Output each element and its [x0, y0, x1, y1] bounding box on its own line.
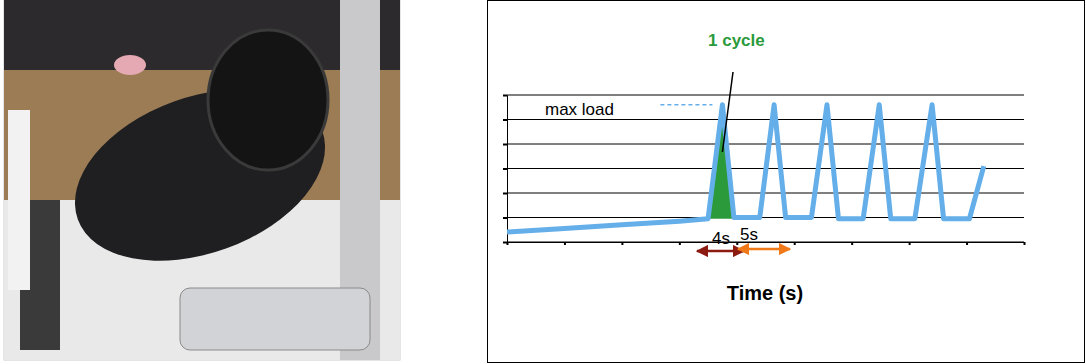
cycle-duration-label: 4s: [712, 229, 730, 248]
x-tick: [794, 242, 795, 245]
x-tick: [622, 242, 623, 245]
x-tick: [1024, 242, 1025, 245]
y-tick: [503, 242, 507, 243]
cycle-pointer: [722, 72, 733, 152]
y-tick: [503, 193, 507, 194]
max-load-label: max load: [545, 100, 614, 119]
x-tick-mark: [564, 242, 566, 245]
mouse-foot: [114, 55, 146, 75]
grid-line: [507, 95, 1024, 96]
x-axis-title: Time (s): [727, 282, 803, 304]
y-tick-mark: [503, 119, 507, 121]
x-tick: [737, 242, 738, 245]
x-tick: [852, 242, 853, 245]
x-axis-line: [508, 243, 1025, 246]
x-tick: [679, 242, 680, 245]
grid-line: [507, 144, 1024, 145]
cylinder: [180, 288, 370, 350]
y-axis: [503, 96, 508, 243]
rest-duration-label: 5s: [740, 225, 758, 244]
x-tick: [967, 242, 968, 245]
y-tick: [503, 120, 507, 121]
plot-area: [507, 105, 984, 232]
strap: [8, 110, 30, 290]
x-tick-mark: [909, 242, 911, 245]
y-tick: [503, 169, 507, 170]
chart-frame: [488, 1, 1085, 363]
tube: [208, 30, 328, 170]
grid-line: [507, 193, 1024, 194]
y-tick-mark: [503, 95, 507, 97]
x-tick: [909, 242, 910, 245]
annotations: max load 1 cycle 4s 5s: [545, 31, 790, 251]
y-tick-mark: [503, 242, 507, 244]
y-axis-line: [503, 96, 508, 243]
grid: [507, 95, 1024, 242]
y-tick-mark: [503, 193, 507, 195]
y-tick: [503, 144, 507, 145]
photo: [4, 0, 400, 360]
y-tick: [503, 218, 507, 219]
y-tick-mark: [503, 168, 507, 170]
x-tick: [507, 242, 508, 245]
cycle-duration-arrow: [697, 250, 744, 253]
x-tick-mark: [1024, 242, 1026, 245]
y-tick-mark: [503, 144, 507, 146]
x-tick-mark: [679, 242, 681, 245]
x-tick-mark: [794, 242, 796, 245]
y-tick: [503, 95, 507, 96]
x-tick-mark: [507, 242, 509, 245]
max-load-line: [660, 104, 712, 106]
x-tick-mark: [736, 242, 738, 245]
y-tick-mark: [503, 217, 507, 219]
photo-background: [4, 0, 400, 360]
load-line: [507, 105, 984, 232]
x-axis: [508, 242, 1025, 245]
rest-duration-arrow: [738, 248, 790, 251]
x-tick: [564, 242, 565, 245]
x-tick-mark: [851, 242, 853, 245]
x-tick-mark: [966, 242, 968, 245]
cycle-label: 1 cycle: [708, 31, 765, 50]
grid-line: [507, 119, 1024, 120]
x-tick-mark: [621, 242, 623, 245]
